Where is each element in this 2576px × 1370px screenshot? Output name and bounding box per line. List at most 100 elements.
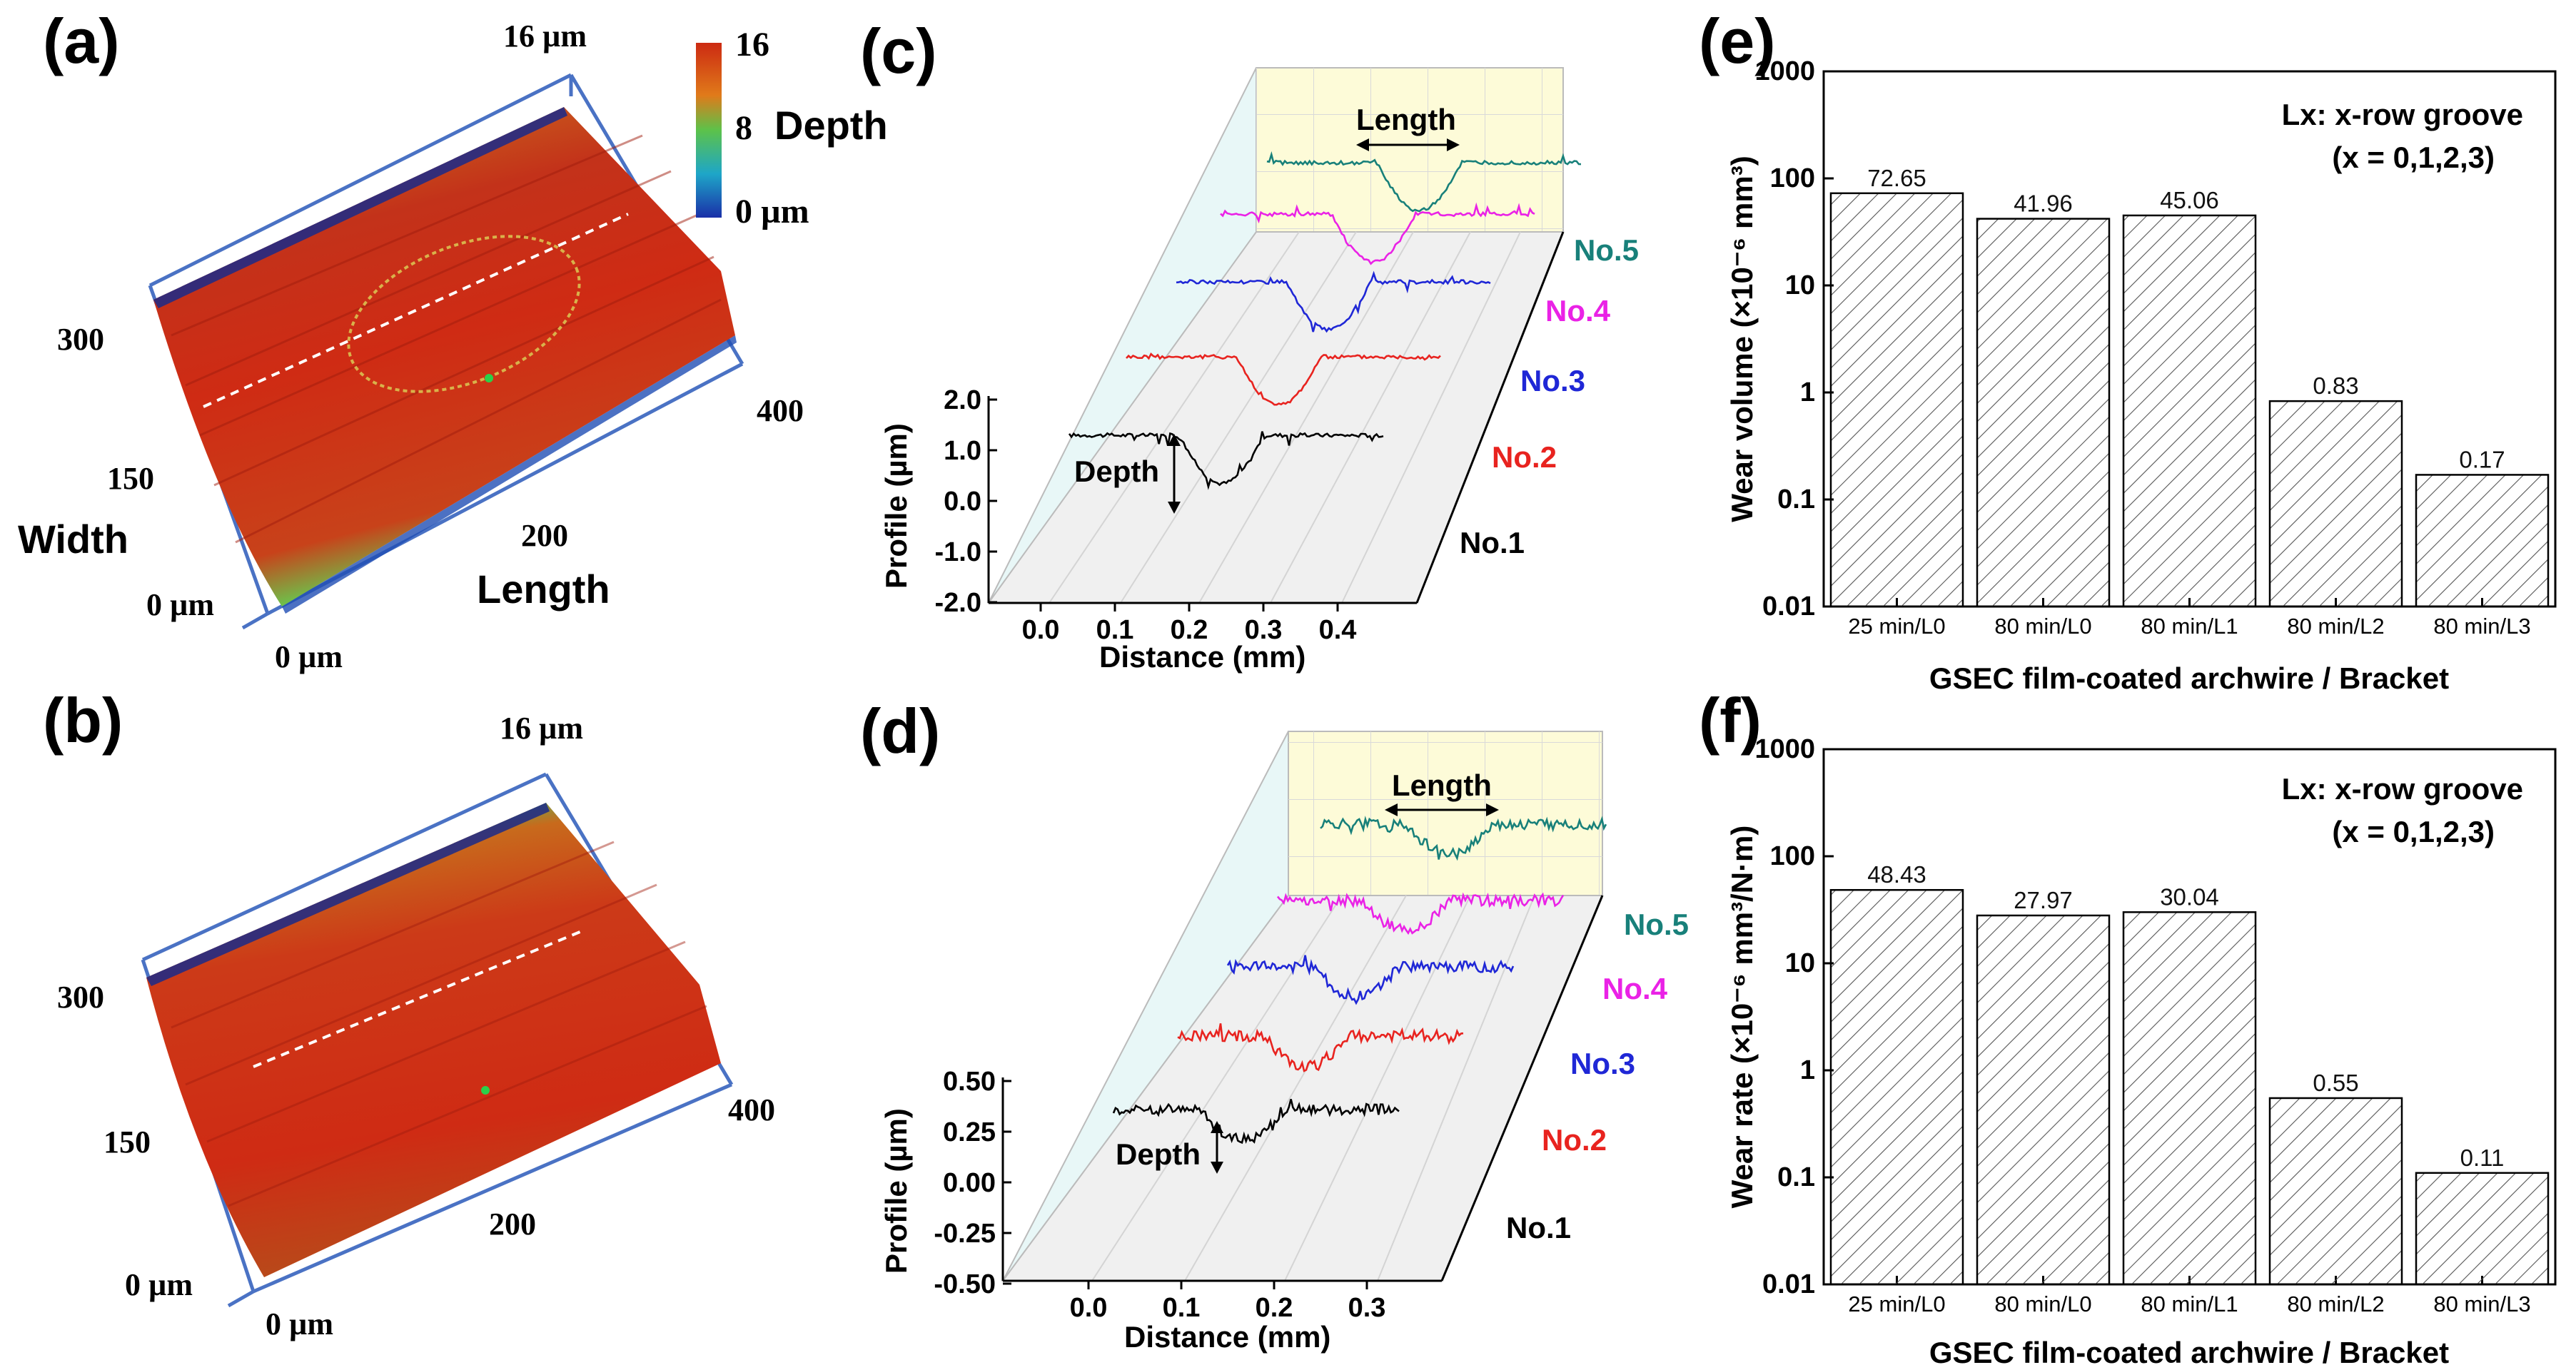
profile-c-back-grid	[1256, 68, 1563, 232]
profile-c-y-title: Profile (µm)	[879, 423, 913, 589]
profile-d-y-title: Profile (µm)	[879, 1108, 913, 1274]
profile-d-length-arrowheads	[1385, 803, 1499, 816]
y-tick-label: 0.00	[943, 1168, 996, 1198]
x-tick-label: 80 min/L2	[2287, 614, 2384, 639]
bar-chart-e-bars: 72.65 41.96 45.06 0.83 0.17	[1829, 165, 2550, 608]
series-line	[1126, 352, 1441, 406]
surface-b-edge-top	[146, 803, 550, 986]
profile-c-y-ticks: 2.0 1.0 0.0 -1.0 -2.0	[935, 385, 997, 618]
bar-chart-e-x-title: GSEC film-coated archwire / Bracket	[1929, 661, 2449, 695]
y-tick-label: 1	[1800, 377, 1815, 407]
panel-label-e: (e)	[1699, 6, 1776, 76]
surface-a-width-tick-300: 300	[57, 322, 104, 357]
profile-d-label-no5: No.5	[1624, 908, 1689, 941]
profile-plot-c: 2.0 1.0 0.0 -1.0 -2.0 0.0 0.1 0.2 0.3 0.4 No.1 N…	[879, 67, 1639, 674]
bar-value-label: 0.83	[2313, 372, 2358, 399]
surface-plot-b: 16 µm 300 150 0 µm 200 400 0 µm	[57, 711, 775, 1341]
surface-a-length-tick-400: 400	[757, 393, 804, 428]
surface-a-width-tick-150: 150	[107, 461, 154, 496]
surface-a-width-title: Width	[18, 517, 128, 562]
panel-label-f: (f)	[1699, 685, 1762, 756]
bar	[1829, 192, 1964, 608]
y-tick-label: 0.0	[944, 487, 981, 517]
profile-d-x-ticks: 0.0 0.1 0.2 0.3	[1070, 1281, 1386, 1323]
bar	[1829, 888, 1964, 1286]
y-tick-label: -2.0	[935, 588, 981, 618]
x-tick-label: 0.3	[1348, 1293, 1386, 1323]
bar	[2415, 1172, 2550, 1286]
x-tick-label: 80 min/L0	[1994, 1292, 2091, 1316]
bar-chart-e-legend-line1: Lx: x-row groove	[2282, 98, 2523, 131]
profile-d-depth-arrowheads	[1211, 1121, 1223, 1174]
surface-a-width-tick-0: 0 µm	[146, 587, 214, 622]
panel-label-b: (b)	[43, 685, 123, 756]
profile-c-depth-axis	[1415, 231, 1565, 604]
y-tick-label: 1.0	[944, 436, 981, 466]
surface-a-particle	[485, 374, 493, 382]
series-line	[1176, 270, 1491, 333]
surface-a-scan-line	[203, 213, 629, 408]
colorbar	[696, 43, 722, 218]
surface-a-length-title: Length	[477, 567, 610, 612]
bar-chart-e-y-title: Wear volume (×10⁻⁶ mm³)	[1725, 156, 1759, 522]
x-tick-label: 80 min/L1	[2141, 1292, 2238, 1316]
y-tick-label: 100	[1770, 163, 1815, 193]
series-line	[1177, 1023, 1464, 1072]
panel-label-d: (d)	[860, 696, 940, 766]
x-tick-label: 25 min/L0	[1848, 1292, 1945, 1316]
x-tick-label: 0.3	[1245, 615, 1283, 645]
profile-d-label-no4: No.4	[1602, 972, 1668, 1005]
bar	[2415, 474, 2550, 608]
bar-value-label: 45.06	[2160, 187, 2219, 213]
x-tick-label: 0.1	[1163, 1293, 1201, 1323]
bar-chart-f-legend-line1: Lx: x-row groove	[2282, 772, 2523, 806]
profile-c-floor-grid	[1049, 231, 1521, 604]
y-tick-label: -0.50	[934, 1269, 996, 1299]
bar-chart-f-y-title: Wear rate (×10⁻⁶ mm³/N·m)	[1725, 826, 1759, 1209]
x-tick-label: 80 min/L1	[2141, 614, 2238, 639]
profile-c-label-no3: No.3	[1520, 364, 1585, 397]
surface-b-width-tick-300: 300	[57, 980, 104, 1015]
x-tick-label: 25 min/L0	[1848, 614, 1945, 639]
surface-b-z-top: 16 µm	[500, 711, 583, 746]
series-line	[1112, 1099, 1400, 1145]
bar-value-label: 48.43	[1867, 861, 1926, 888]
surface-b-width-tick-150: 150	[103, 1125, 151, 1160]
series-line	[1220, 202, 1535, 265]
series-line	[1276, 892, 1565, 935]
x-tick-label: 80 min/L0	[1994, 614, 2091, 639]
y-tick-label: 10	[1785, 948, 1815, 978]
colorbar-mid: 8	[735, 109, 752, 147]
bar-chart-f-bars: 48.43 27.97 30.04 0.55 0.11	[1829, 861, 2550, 1286]
y-tick-label: 100	[1770, 841, 1815, 871]
surface-a-edge-bottom	[282, 335, 737, 614]
y-tick-label: 0.01	[1762, 592, 1815, 621]
surface-b-particle	[481, 1086, 490, 1095]
profile-c-label-no2: No.2	[1492, 440, 1557, 474]
bar-value-label: 72.65	[1867, 165, 1926, 191]
profile-d-depth-axis	[1440, 895, 1604, 1282]
y-tick-label: 0.01	[1762, 1269, 1815, 1299]
x-tick-label: 80 min/L3	[2433, 1292, 2530, 1316]
profile-d-label-no1: No.1	[1506, 1211, 1571, 1244]
surface-b-streaks	[171, 841, 707, 1207]
surface-b-length-tick-0: 0 µm	[266, 1306, 333, 1341]
profile-d-label-no2: No.2	[1542, 1123, 1607, 1157]
profile-d-back-grid	[1288, 731, 1602, 895]
y-tick-label: 0.50	[943, 1067, 996, 1097]
surface-a-length-tick-0: 0 µm	[275, 639, 343, 674]
surface-b-length-tick-400: 400	[728, 1092, 775, 1127]
profile-plot-d: 0.50 0.25 0.00 -0.25 -0.50 0.0 0.1 0.2 0.3 No.1…	[879, 731, 1689, 1354]
bar	[2268, 400, 2403, 608]
bar-value-label: 0.11	[2460, 1145, 2505, 1171]
panel-label-c: (c)	[860, 16, 937, 86]
bar-chart-f-legend-line2: (x = 0,1,2,3)	[2332, 815, 2495, 848]
profile-c-series	[1068, 151, 1582, 490]
x-tick-label: 80 min/L2	[2287, 1292, 2384, 1316]
y-tick-label: -0.25	[934, 1219, 996, 1249]
profile-c-length-annotation: Length	[1356, 103, 1456, 136]
surface-plot-a: 16 µm 300 150 0 µm Width 200 400 0 µm Le…	[18, 19, 888, 674]
y-tick-label: 1	[1800, 1055, 1815, 1085]
